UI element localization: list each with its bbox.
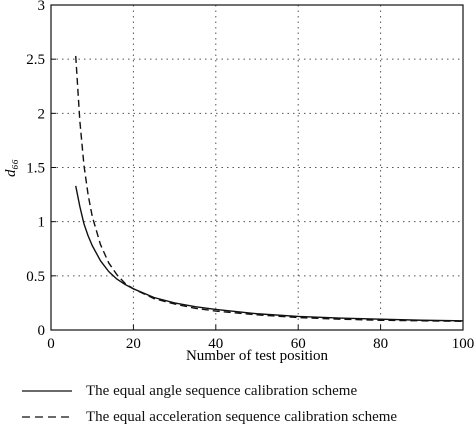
legend-item-equal-acceleration: The equal acceleration sequence calibrat… bbox=[20, 404, 470, 430]
y-tick-label: 0 bbox=[38, 323, 46, 339]
grid-lines bbox=[51, 5, 463, 330]
series-line-equal-acceleration bbox=[75, 55, 464, 323]
y-tick-label: 2 bbox=[38, 106, 46, 122]
x-tick-label: 40 bbox=[208, 336, 223, 352]
series-lines bbox=[75, 55, 464, 323]
legend: The equal angle sequence calibration sch… bbox=[20, 378, 470, 430]
legend-item-equal-angle: The equal angle sequence calibration sch… bbox=[20, 378, 470, 404]
y-tick-label: 2.5 bbox=[26, 52, 45, 68]
legend-label-equal-acceleration: The equal acceleration sequence calibrat… bbox=[86, 408, 398, 425]
y-axis-label: d₆₆ bbox=[3, 159, 19, 177]
axis-ticks: 0 20 40 60 80 100 0 0.5 1 1.5 2 2.5 3 bbox=[26, 0, 474, 352]
x-tick-label: 60 bbox=[291, 336, 306, 352]
y-tick-label: 0.5 bbox=[26, 269, 45, 285]
y-tick-label: 3 bbox=[38, 0, 46, 14]
x-tick-label: 0 bbox=[47, 336, 55, 352]
y-tick-label: 1.5 bbox=[26, 161, 45, 177]
x-tick-label: 20 bbox=[126, 336, 141, 352]
x-tick-label: 80 bbox=[373, 336, 388, 352]
dashed-line-swatch bbox=[22, 416, 72, 418]
y-tick-label: 1 bbox=[38, 215, 46, 231]
x-tick-label: 100 bbox=[452, 336, 474, 352]
x-axis-label: Number of test position bbox=[186, 348, 329, 364]
legend-label-equal-angle: The equal angle sequence calibration sch… bbox=[86, 382, 358, 399]
solid-line-swatch bbox=[22, 390, 72, 392]
line-chart: 0 20 40 60 80 100 0 0.5 1 1.5 2 2.5 3 Number of test… bbox=[3, 0, 474, 364]
